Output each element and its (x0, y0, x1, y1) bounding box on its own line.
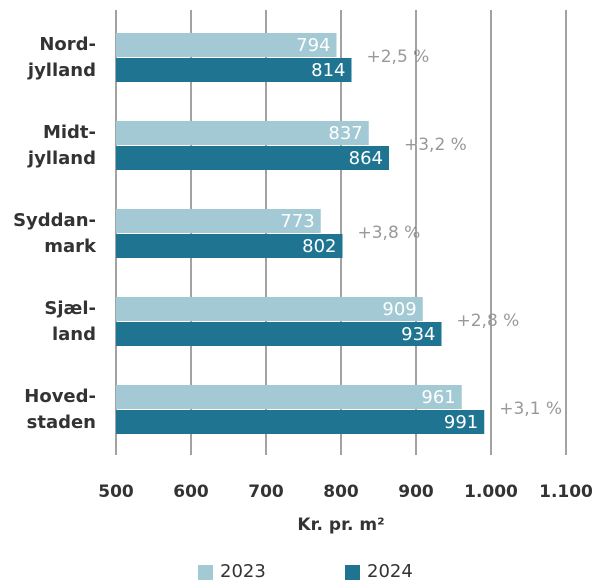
value-label: 961 (421, 387, 455, 408)
x-axis-label: Kr. pr. m² (297, 515, 384, 535)
x-tick-label: 900 (398, 482, 434, 502)
legend-label: 2024 (367, 561, 413, 580)
category-label: Sjæl- (44, 298, 96, 319)
bar (116, 297, 423, 321)
bar (116, 146, 389, 170)
category-label: Hoved- (24, 386, 96, 407)
value-label: 934 (401, 324, 435, 345)
annotation: +3,2 % (404, 135, 467, 155)
value-label: 909 (382, 299, 416, 320)
x-tick-label: 700 (248, 482, 284, 502)
bar (116, 410, 485, 434)
x-tick-label: 800 (323, 482, 359, 502)
value-label: 814 (311, 60, 345, 81)
category-label: staden (27, 412, 96, 433)
category-label: jylland (27, 148, 96, 169)
category-label: Midt- (43, 122, 96, 143)
bar (116, 385, 462, 409)
value-label: 991 (444, 412, 478, 433)
bar (116, 33, 337, 57)
x-tick-label: 1.000 (464, 482, 518, 502)
annotation: +3,8 % (358, 223, 421, 243)
bar (116, 121, 369, 145)
legend-label: 2023 (220, 561, 266, 580)
bar (116, 209, 321, 233)
x-tick-label: 600 (173, 482, 209, 502)
legend-swatch (345, 565, 360, 580)
annotation: +3,1 % (499, 399, 562, 419)
annotation: +2,5 % (367, 47, 430, 67)
category-label: Nord- (39, 34, 96, 55)
category-label: mark (44, 236, 97, 257)
value-label: 794 (296, 35, 330, 56)
bar (116, 58, 352, 82)
value-label: 802 (302, 236, 336, 257)
x-tick-label: 500 (98, 482, 134, 502)
bar (116, 322, 442, 346)
annotation: +2,8 % (457, 311, 520, 331)
value-label: 773 (280, 211, 314, 232)
bar (116, 234, 343, 258)
value-label: 864 (349, 148, 383, 169)
category-label: land (52, 324, 96, 345)
category-label: Syddan- (13, 210, 96, 231)
category-label: jylland (27, 60, 96, 81)
value-label: 837 (328, 123, 362, 144)
x-tick-label: 1.100 (539, 482, 593, 502)
legend-swatch (198, 565, 213, 580)
